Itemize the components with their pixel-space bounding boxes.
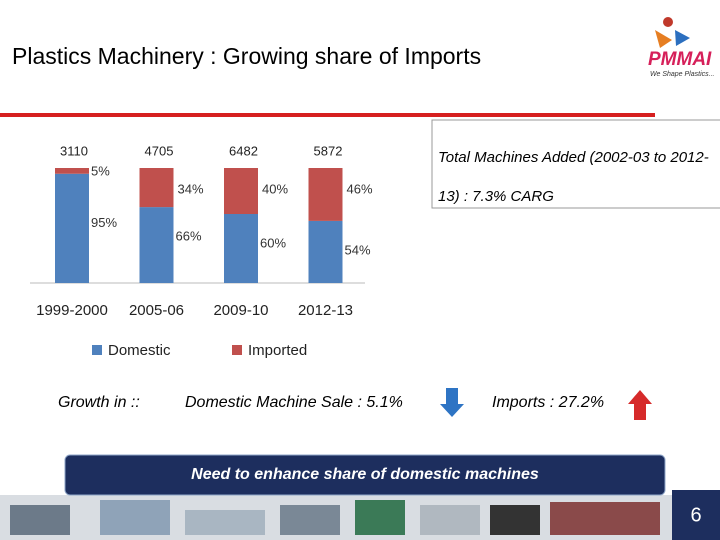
banner-text: Need to enhance share of domestic machin… — [191, 466, 539, 483]
logo-dot — [663, 17, 673, 27]
bar-segment — [55, 173, 89, 283]
machine — [355, 500, 405, 535]
down-arrow — [440, 388, 464, 417]
logo: PMMAI We Shape Plastics... — [648, 17, 715, 78]
machine — [10, 505, 70, 535]
bar-segment — [308, 168, 343, 221]
logo-text: PMMAI — [648, 49, 712, 70]
value-label: 66% — [176, 229, 202, 244]
legend-label: Imported — [248, 342, 307, 359]
machine — [550, 502, 660, 535]
x-tick-label: 2012-13 — [298, 302, 353, 319]
value-label: 54% — [345, 242, 371, 257]
value-label: 34% — [178, 181, 204, 196]
logo-tagline: We Shape Plastics... — [650, 71, 715, 78]
note-box — [431, 119, 720, 209]
machine-strip — [0, 495, 672, 540]
growth-domestic: Domestic Machine Sale : 5.1% — [185, 394, 403, 411]
legend-swatch — [92, 345, 102, 355]
bar-segment — [55, 168, 89, 174]
machine — [185, 510, 265, 535]
total-label: 3110 — [60, 143, 88, 158]
logo-shape — [675, 30, 690, 46]
value-label: 5% — [91, 163, 110, 178]
bar-segment — [224, 214, 258, 283]
page-number: 6 — [690, 504, 701, 526]
growth-label: Growth in :: — [58, 394, 140, 411]
machine — [420, 505, 480, 535]
x-tick-label: 1999-2000 — [36, 302, 108, 319]
growth-imports: Imports : 27.2% — [492, 394, 604, 411]
up-arrow — [628, 390, 652, 420]
machine — [280, 505, 340, 535]
bar-segment — [139, 168, 174, 208]
legend-label: Domestic — [108, 342, 171, 359]
chart: 95% 5%3110 1999-2000 66% 34% 4705 2005-06 60% 40… — [30, 143, 373, 359]
page-number-box — [672, 490, 720, 540]
value-label: 40% — [262, 181, 288, 196]
x-tick-label: 2005-06 — [129, 302, 184, 319]
note-text: Total Machines Added (2002-03 to 2012-13… — [438, 149, 709, 205]
value-label: 95% — [91, 215, 117, 230]
note-wrap: Total Machines Added (2002-03 to 2012-13… — [438, 149, 709, 205]
total-label: 5872 — [314, 143, 343, 158]
bar-segment — [224, 168, 258, 214]
banner — [64, 454, 666, 496]
total-label: 6482 — [229, 143, 258, 158]
value-label: 60% — [260, 235, 286, 250]
logo-shape — [655, 30, 672, 48]
bar-segment — [139, 207, 174, 283]
pipe — [490, 505, 540, 535]
value-label: 46% — [347, 181, 373, 196]
total-label: 4705 — [145, 143, 174, 158]
machine — [100, 500, 170, 535]
x-tick-label: 2009-10 — [213, 302, 268, 319]
slide-title: Plastics Machinery : Growing share of Im… — [12, 43, 481, 69]
bar-segment — [308, 220, 343, 283]
title-rule — [0, 113, 655, 117]
legend-swatch — [232, 345, 242, 355]
